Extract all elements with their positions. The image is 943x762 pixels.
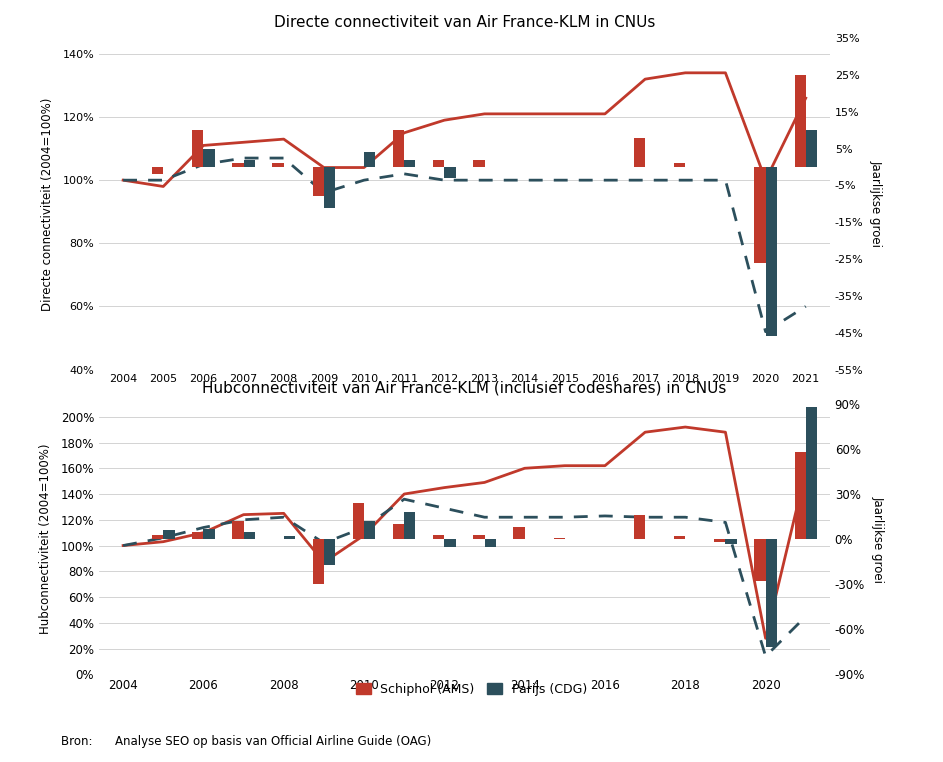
Y-axis label: Directe connectiviteit (2004=100%): Directe connectiviteit (2004=100%) (41, 97, 54, 311)
Text: Bron:      Analyse SEO op basis van Official Airline Guide (OAG): Bron: Analyse SEO op basis van Official … (61, 735, 432, 748)
Bar (754, 539, 766, 581)
Bar (674, 163, 686, 167)
Bar (485, 539, 496, 546)
Bar (405, 160, 416, 167)
Bar (513, 527, 524, 539)
Bar (805, 407, 817, 539)
Bar (714, 539, 725, 542)
Bar (353, 503, 364, 539)
Y-axis label: Jaarlijkse groei: Jaarlijkse groei (869, 160, 883, 248)
Bar (232, 521, 243, 539)
Bar (473, 535, 485, 539)
Bar (393, 524, 405, 539)
Bar (313, 539, 323, 584)
Bar (313, 167, 323, 197)
Title: Directe connectiviteit van Air France-KLM in CNUs: Directe connectiviteit van Air France-KL… (273, 15, 655, 30)
Legend: Schiphol (AMS), Parijs (CDG): Schiphol (AMS), Parijs (CDG) (351, 678, 592, 701)
Bar (163, 530, 174, 539)
Bar (405, 512, 416, 539)
Title: Hubconnectiviteit van Air France-KLM (inclusief codeshares) in CNUs: Hubconnectiviteit van Air France-KLM (in… (202, 381, 727, 395)
Bar (273, 163, 284, 167)
Bar (364, 521, 375, 539)
Bar (192, 532, 204, 539)
Bar (444, 167, 455, 178)
Bar (243, 532, 255, 539)
Y-axis label: Hubconnectiviteit (2004=100%): Hubconnectiviteit (2004=100%) (40, 443, 52, 634)
Bar (323, 167, 335, 207)
Bar (204, 529, 215, 539)
Bar (554, 538, 565, 539)
Bar (323, 539, 335, 565)
Bar (444, 539, 455, 546)
Bar (766, 167, 777, 337)
Bar (634, 515, 645, 539)
Bar (364, 152, 375, 167)
Bar (243, 160, 255, 167)
Bar (795, 75, 805, 167)
Bar (152, 535, 163, 539)
Bar (766, 539, 777, 648)
Bar (674, 536, 686, 539)
Bar (433, 535, 444, 539)
Bar (634, 137, 645, 167)
Bar (795, 452, 805, 539)
Bar (393, 130, 405, 167)
Bar (433, 160, 444, 167)
Bar (805, 130, 817, 167)
Bar (232, 163, 243, 167)
Bar (152, 167, 163, 174)
Bar (754, 167, 766, 263)
Bar (284, 536, 295, 539)
Bar (473, 160, 485, 167)
Bar (204, 149, 215, 167)
Y-axis label: Jaarlijkse groei: Jaarlijkse groei (871, 495, 885, 583)
Bar (192, 130, 204, 167)
Bar (725, 539, 736, 543)
